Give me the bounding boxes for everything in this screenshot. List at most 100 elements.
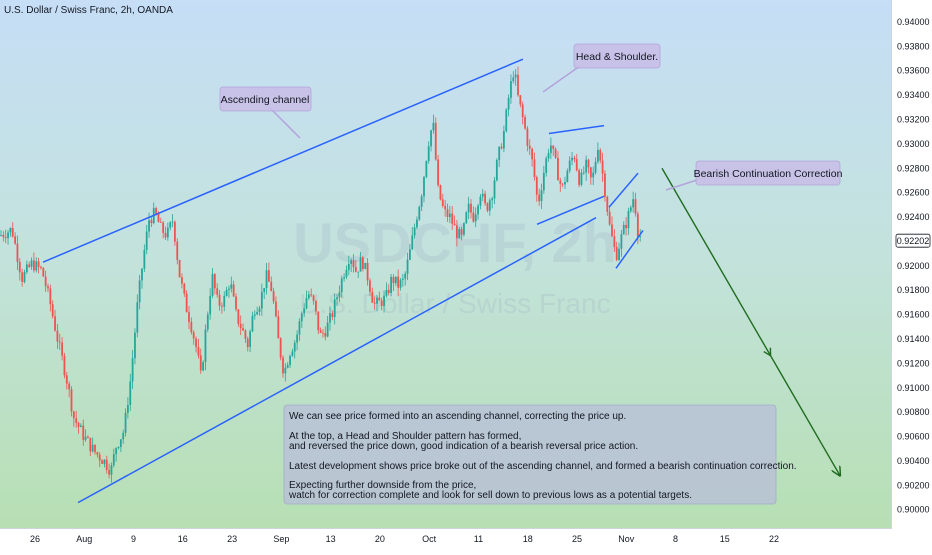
- x-tick-label: 16: [178, 534, 188, 544]
- candle-body: [183, 283, 186, 294]
- candle-body: [91, 444, 94, 452]
- callout-bearish-continuation: Bearish Continuation Correction: [665, 160, 843, 191]
- y-tick-label: 0.91200: [897, 358, 930, 368]
- candle-body: [613, 236, 616, 247]
- y-tick-label: 0.93200: [897, 115, 930, 125]
- candle-body: [392, 276, 395, 284]
- candle-body: [472, 212, 475, 222]
- candle-body: [174, 221, 176, 242]
- candle-body: [103, 459, 106, 464]
- candle-body: [94, 444, 96, 453]
- x-tick-label: 9: [131, 534, 136, 544]
- candle-body: [166, 227, 169, 238]
- candle-body: [531, 148, 533, 160]
- candle-body: [239, 323, 242, 329]
- candle-body: [451, 213, 454, 224]
- candle-body: [14, 236, 16, 244]
- analysis-note-box: [283, 404, 777, 505]
- x-tick-label: Aug: [76, 534, 92, 544]
- candle-body: [307, 294, 310, 299]
- candle-body: [411, 235, 414, 250]
- candle-body: [575, 159, 578, 171]
- candle-body: [75, 418, 78, 423]
- candle-body: [456, 225, 458, 239]
- candle-body: [359, 257, 362, 272]
- callout-label: Ascending channel: [221, 94, 310, 106]
- x-tick-label: 22: [769, 534, 779, 544]
- candle-body: [169, 222, 172, 228]
- candle-body: [105, 459, 108, 471]
- candle-body: [519, 95, 522, 105]
- candle-body: [11, 227, 14, 237]
- candle-body: [282, 357, 284, 374]
- channel-upper-line: [42, 58, 524, 263]
- candle-body: [401, 278, 404, 280]
- candle-body: [310, 294, 313, 296]
- candle-body: [319, 330, 322, 333]
- candle-body: [124, 412, 127, 433]
- candle-body: [143, 249, 146, 269]
- candle-body: [44, 276, 47, 287]
- candle-body: [354, 267, 357, 272]
- callout-box: [695, 160, 841, 186]
- candle-body: [312, 295, 315, 301]
- candle-body: [265, 270, 268, 289]
- candle-body: [528, 145, 531, 149]
- candle-body: [606, 196, 609, 212]
- candle-body: [141, 268, 143, 281]
- candle-body: [430, 130, 432, 147]
- candle-body: [136, 302, 139, 333]
- candle-body: [61, 342, 63, 356]
- candle-body: [150, 220, 153, 224]
- candle-body: [176, 241, 179, 260]
- candle-body: [629, 207, 632, 212]
- candle-body: [632, 199, 635, 208]
- y-tick-label: 0.92000: [897, 261, 930, 271]
- candle-body: [277, 316, 280, 339]
- candle-body: [7, 232, 9, 239]
- candle-body: [484, 193, 486, 204]
- candle-body: [119, 439, 122, 447]
- candle-body: [592, 172, 595, 178]
- y-tick-label: 0.93600: [897, 66, 930, 76]
- x-tick-label: 25: [572, 534, 582, 544]
- candle-body: [465, 212, 468, 224]
- y-tick-label: 0.90200: [897, 480, 930, 490]
- candle-body: [545, 158, 548, 173]
- candle-body: [293, 342, 296, 352]
- x-tick-label: 13: [326, 534, 336, 544]
- candle-body: [275, 301, 277, 317]
- candle-body: [145, 231, 148, 250]
- y-tick-label: 0.90400: [897, 456, 930, 466]
- callout-label: Head & Shoulder.: [576, 51, 658, 63]
- candle-body: [260, 291, 263, 309]
- callout-pointer: [542, 65, 581, 93]
- candle-body: [636, 213, 639, 237]
- candle-body: [249, 331, 251, 347]
- candle-body: [68, 383, 71, 390]
- candle-body: [453, 223, 456, 226]
- candle-body: [557, 157, 559, 181]
- candle-body: [336, 297, 338, 300]
- candle-body: [326, 322, 329, 337]
- candle-body: [564, 182, 566, 185]
- last-price-label: 0.92202: [895, 233, 931, 248]
- hs-top-line: [548, 124, 605, 135]
- candle-body: [148, 220, 150, 232]
- candle-body: [503, 131, 505, 149]
- candle-body: [399, 279, 402, 288]
- candle-body: [296, 334, 298, 343]
- candle-body: [272, 290, 275, 302]
- candle-body: [42, 267, 45, 277]
- candle-body: [540, 190, 543, 202]
- candle-body: [87, 436, 89, 438]
- candle-body: [538, 194, 541, 202]
- candle-body: [573, 157, 576, 160]
- candle-body: [404, 273, 407, 279]
- candle-body: [559, 180, 562, 184]
- candle-body: [467, 203, 470, 213]
- candle-body: [303, 308, 306, 314]
- y-tick-label: 0.91000: [897, 383, 930, 393]
- time-axis-ticks: 26 Aug 9 16 23 Sep 13 20 Oct 11 18 25 Nov 8 15 22: [30, 534, 779, 544]
- y-tick-label: 0.92600: [897, 188, 930, 198]
